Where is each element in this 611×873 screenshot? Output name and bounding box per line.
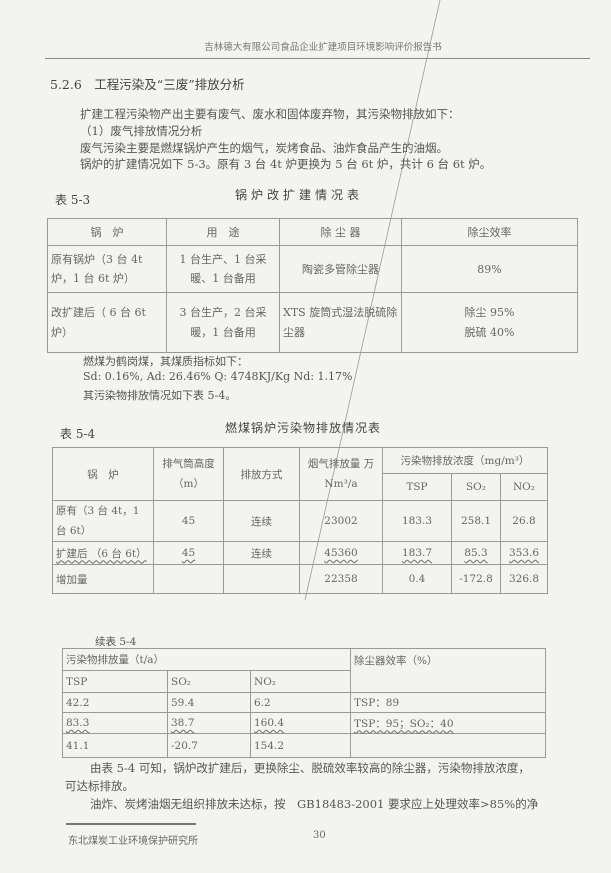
table-header-row: 污染物排放量（t/a） 除尘器效率（%） [62, 648, 546, 693]
header-rule [45, 58, 590, 59]
table-5-4-cont-label: 续表 5-4 [95, 636, 137, 648]
coal-line: 燃煤为鹤岗煤，其煤质指标如下： [83, 355, 248, 368]
cell: 42.2 [62, 692, 168, 713]
header-cell: NO₂ [500, 473, 548, 501]
header-cell: 烟气排放量 万 Nm³/a [299, 447, 383, 501]
cell: 连续 [223, 541, 300, 565]
table-row: 42.2 59.4 6.2 TSP：89 [62, 692, 546, 713]
intro-line: （1）废气排放情况分析 [80, 124, 203, 138]
footer-org: 东北煤炭工业环境保护研究所 [68, 836, 198, 847]
cell: TSP：95；SO₂：40 [350, 712, 546, 734]
header-cell: 排气筒高度（m） [153, 447, 224, 501]
conclusion-line: 油炸、炭烤油烟无组织排放未达标，按 GB18483-2001 要求应上处理效率>… [90, 797, 539, 811]
cell: 原有（3 台 4t，1 台 6t） [52, 500, 154, 542]
cell: 45 [153, 541, 224, 565]
cell: 59.4 [167, 692, 251, 713]
footer-rule [66, 823, 196, 825]
cell: 85.3 [451, 541, 501, 565]
table-5-4-label: 表 5-4 [60, 427, 96, 441]
cell: 0.4 [382, 564, 452, 594]
page-number: 30 [313, 830, 326, 841]
table-header-row: 锅 炉 用 途 除 尘 器 除尘效率 [47, 218, 578, 246]
table-5-3-label: 表 5-3 [55, 193, 91, 207]
header-cell: TSP [382, 473, 452, 501]
cell-efficiency: 除尘 95% 脱硫 40% [401, 292, 578, 353]
cell: 22358 [299, 564, 383, 594]
cell: TSP：89 [350, 692, 546, 713]
table-5-4-continued: 污染物排放量（t/a） 除尘器效率（%） TSP SO₂ NO₂ 42.2 59… [62, 648, 546, 758]
efficiency-line: 脱硫 40% [464, 325, 515, 339]
header-cell: 用 途 [166, 218, 280, 246]
header-cell: 除尘效率 [401, 218, 578, 246]
conclusion-line: 可达标排放。 [65, 779, 134, 793]
intro-line: 废气污染主要是燃煤锅炉产生的烟气，炭烤食品、油炸食品产生的油烟。 [80, 141, 448, 155]
header-cell: 锅 炉 [52, 447, 154, 501]
table-row: 41.1 -20.7 154.2 [62, 733, 546, 758]
table-row: 改扩建后（ 6 台 6t 炉） 3 台生产，2 台采暖，1 台备用 XTS 旋筒… [47, 292, 578, 353]
header-cell: 除 尘 器 [279, 218, 402, 246]
cell: 23002 [299, 500, 383, 542]
cell: 183.7 [382, 541, 452, 565]
cell: 183.3 [382, 500, 452, 542]
intro-line: 锅炉的扩建情况如下 5-3。原有 3 台 4t 炉更换为 5 台 6t 炉，共计… [80, 157, 492, 171]
table-5-3: 锅 炉 用 途 除 尘 器 除尘效率 原有锅炉（3 台 4t 炉，1 台 6t … [47, 218, 578, 353]
table-5-4: 锅 炉 排气筒高度（m） 排放方式 烟气排放量 万 Nm³/a 污染物排放浓度（… [52, 447, 548, 594]
table-row: 扩建后 （6 台 6t） 45 连续 45360 183.7 85.3 353.… [52, 541, 548, 565]
running-header: 吉林德大有限公司食品企业扩建项目环境影响评价报告书 [204, 42, 442, 53]
cell [350, 733, 546, 758]
table-5-4-title: 燃煤锅炉污染物排放情况表 [225, 421, 382, 435]
cell [153, 564, 224, 594]
cell: 45360 [299, 541, 383, 565]
header-cell: NO₂ [250, 670, 351, 693]
cell: 增加量 [52, 564, 154, 594]
cell: 326.8 [500, 564, 548, 594]
cell: 6.2 [250, 692, 351, 713]
cell: 26.8 [500, 500, 548, 542]
cell: 38.7 [167, 712, 251, 734]
cell: 160.4 [250, 712, 351, 734]
header-cell: 污染物排放浓度（mg/m³） [382, 447, 548, 474]
cell [223, 564, 300, 594]
table-row: 增加量 22358 0.4 -172.8 326.8 [52, 564, 548, 594]
table-row: 83.3 38.7 160.4 TSP：95；SO₂：40 [62, 712, 546, 734]
section-heading: 5.2.6 工程污染及“三废”排放分析 [50, 77, 245, 92]
table-row: 原有（3 台 4t，1 台 6t） 45 连续 23002 183.3 258.… [52, 500, 548, 542]
cell: XTS 旋筒式湿法脱硫除尘器 [279, 292, 402, 353]
coal-line: Sd: 0.16%, Ad: 26.46% Q: 4748KJ/Kg Nd: 1… [83, 370, 353, 383]
cell: -20.7 [167, 733, 251, 758]
cell: 改扩建后（ 6 台 6t 炉） [47, 292, 167, 353]
cell: 154.2 [250, 733, 351, 758]
cell: -172.8 [451, 564, 501, 594]
cell: 原有锅炉（3 台 4t 炉，1 台 6t 炉） [47, 245, 167, 293]
intro-line: 扩建工程污染物产出主要有废气、废水和固体废弃物，其污染物排放如下： [80, 107, 460, 121]
conclusion-line: 由表 5-4 可知，锅炉改扩建后，更换除尘、脱硫效率较高的除尘器，污染物排放浓度… [90, 761, 530, 775]
table-5-3-title: 锅炉改扩建情况表 [235, 188, 364, 202]
header-cell: 排放方式 [223, 447, 300, 501]
table-row: 原有锅炉（3 台 4t 炉，1 台 6t 炉） 1 台生产、1 台采暖、1 台备… [47, 245, 578, 293]
header-cell: 污染物排放量（t/a） [62, 648, 351, 671]
coal-line: 其污染物排放情况如下表 5-4。 [83, 389, 237, 402]
cell: 41.1 [62, 733, 168, 758]
header-cell: 锅 炉 [47, 218, 167, 246]
cell: 3 台生产，2 台采暖，1 台备用 [166, 292, 280, 353]
efficiency-line: 除尘 95% [464, 305, 515, 319]
header-cell: SO₂ [451, 473, 501, 501]
cell: 陶瓷多管除尘器 [279, 245, 402, 293]
header-cell: TSP [62, 670, 168, 693]
cell: 扩建后 （6 台 6t） [52, 541, 154, 565]
header-cell: 除尘器效率（%） [350, 648, 546, 693]
cell: 83.3 [62, 712, 168, 734]
cell: 258.1 [451, 500, 501, 542]
header-cell: SO₂ [167, 670, 251, 693]
cell: 45 [153, 500, 224, 542]
cell: 89% [401, 245, 578, 293]
cell: 1 台生产、1 台采暖、1 台备用 [166, 245, 280, 293]
cell: 353.6 [500, 541, 548, 565]
table-header-row: 锅 炉 排气筒高度（m） 排放方式 烟气排放量 万 Nm³/a 污染物排放浓度（… [52, 447, 548, 501]
cell: 连续 [223, 500, 300, 542]
